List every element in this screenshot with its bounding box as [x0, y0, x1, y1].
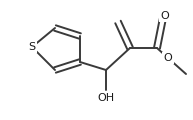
- Text: OH: OH: [97, 93, 115, 103]
- Text: O: O: [161, 11, 169, 21]
- Text: S: S: [28, 42, 36, 52]
- Text: O: O: [164, 53, 172, 63]
